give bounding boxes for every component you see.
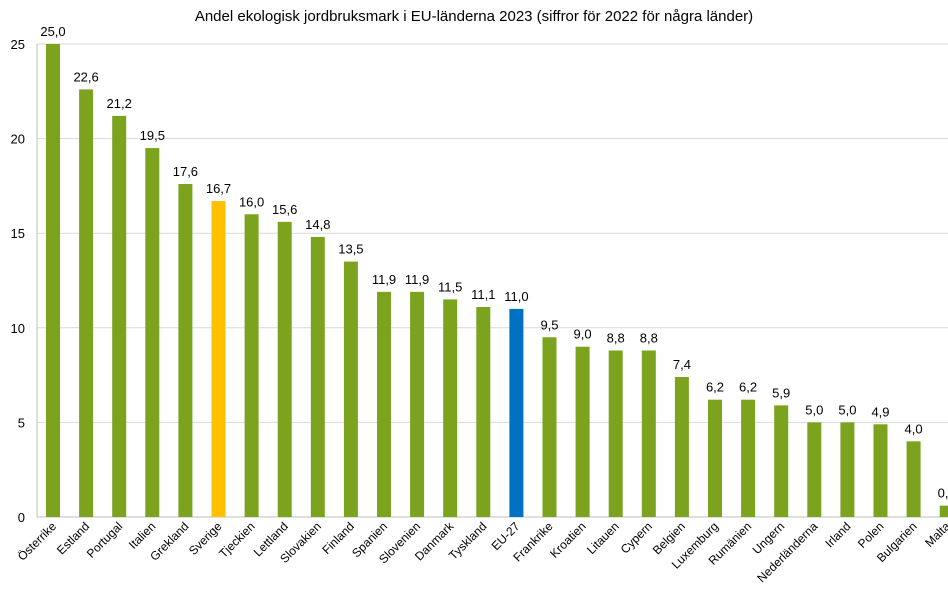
bar — [509, 308, 524, 517]
bar — [211, 201, 226, 517]
data-label: 6,2 — [706, 380, 724, 395]
data-label: 16,0 — [239, 194, 264, 209]
data-label: 17,6 — [173, 164, 198, 179]
bar — [906, 441, 921, 517]
bar — [608, 350, 623, 517]
bar — [244, 214, 259, 517]
bar — [939, 505, 948, 517]
data-label: 0,6 — [938, 486, 948, 501]
data-label: 11,1 — [471, 287, 495, 302]
bar — [277, 221, 292, 517]
bar — [575, 346, 590, 517]
chart-title: Andel ekologisk jordbruksmark i EU-lände… — [194, 8, 754, 25]
data-label: 5,0 — [805, 402, 823, 417]
bar — [343, 261, 358, 517]
bar — [708, 399, 722, 517]
x-tick-label: Cypern — [618, 519, 655, 556]
bar — [443, 299, 458, 517]
bar — [641, 350, 656, 517]
data-label: 7,4 — [673, 357, 691, 372]
x-tick-label: Nederländerna — [754, 519, 820, 585]
data-label: 13,5 — [338, 242, 363, 257]
data-label: 22,6 — [73, 69, 98, 84]
bar — [741, 399, 756, 517]
x-tick-label: Portugal — [84, 519, 126, 561]
y-tick-label: 15 — [11, 226, 25, 241]
y-tick-label: 20 — [11, 132, 25, 147]
data-label: 14,8 — [305, 217, 330, 232]
data-label: 4,0 — [905, 421, 923, 436]
data-label: 8,8 — [640, 331, 658, 346]
bar — [873, 424, 888, 517]
bar — [840, 422, 855, 517]
data-label: 11,0 — [504, 289, 528, 304]
bar — [310, 236, 325, 517]
data-label: 4,9 — [871, 404, 889, 419]
x-tick-label: Irland — [822, 519, 853, 550]
data-label: 8,8 — [607, 331, 625, 346]
bar — [476, 306, 491, 517]
y-tick-label: 5 — [18, 415, 25, 430]
y-tick-label: 0 — [18, 510, 25, 525]
data-label: 5,0 — [838, 402, 856, 417]
bar — [774, 405, 789, 517]
data-label: 5,9 — [772, 385, 790, 400]
x-tick-label: Österrike — [15, 519, 60, 564]
bar — [79, 89, 94, 518]
x-tick-label: Kroatien — [547, 519, 589, 561]
bar — [46, 44, 60, 517]
data-label: 25,0 — [40, 24, 65, 39]
data-label: 21,2 — [107, 96, 132, 111]
x-tick-label: Tjeckien — [216, 519, 257, 560]
bar — [178, 184, 193, 517]
bar — [410, 291, 425, 517]
data-label: 9,0 — [574, 327, 592, 342]
data-label: 11,5 — [438, 279, 462, 294]
data-label: 11,9 — [372, 272, 396, 287]
bar — [542, 337, 557, 517]
data-label: 15,6 — [272, 202, 297, 217]
bar — [112, 115, 127, 518]
data-label: 6,2 — [739, 380, 757, 395]
bar — [377, 291, 391, 517]
data-label: 11,9 — [405, 272, 429, 287]
data-label: 16,7 — [206, 181, 231, 196]
bar — [807, 422, 822, 517]
y-tick-label: 10 — [11, 321, 25, 336]
data-label: 9,5 — [540, 317, 558, 332]
bar — [674, 376, 689, 517]
bar — [145, 148, 160, 517]
data-label: 19,5 — [140, 128, 165, 143]
x-tick-label: Malta — [922, 519, 948, 550]
y-tick-label: 25 — [11, 37, 25, 52]
x-tick-label: Litauen — [584, 519, 622, 557]
